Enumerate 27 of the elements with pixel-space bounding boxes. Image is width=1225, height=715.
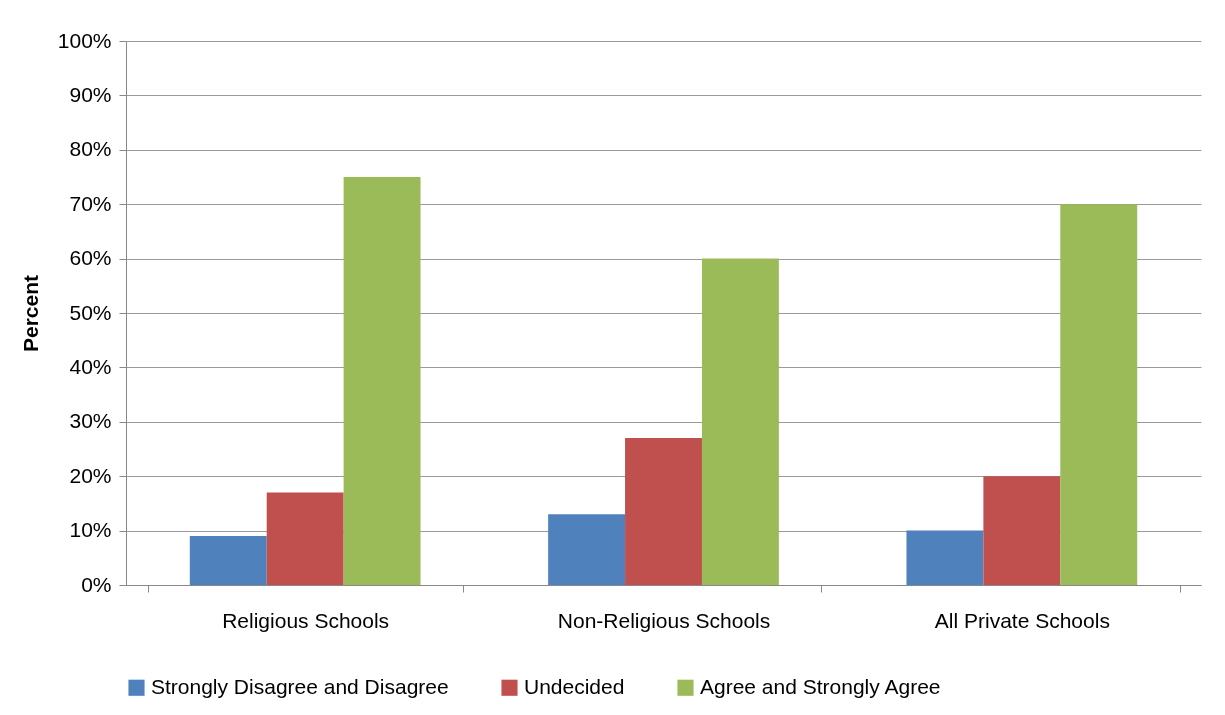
y-tick-label: 10% (69, 518, 112, 542)
bar (343, 177, 421, 585)
bar (983, 476, 1061, 585)
y-tick-label: 40% (69, 354, 112, 378)
x-tick-label: Religious Schools (222, 608, 390, 632)
x-tick-label: Non-Religious Schools (557, 608, 771, 632)
y-tick-label: 80% (69, 137, 112, 161)
bar (266, 492, 344, 585)
bar (548, 514, 626, 585)
bar (625, 438, 702, 585)
bar (906, 530, 984, 585)
legend-label: Agree and Strongly Agree (700, 674, 941, 698)
legend-label: Undecided (524, 674, 625, 698)
y-tick-label: 60% (69, 246, 112, 270)
y-tick-label: 70% (69, 191, 112, 215)
bar (701, 258, 779, 585)
x-tick-label: All Private Schools (934, 608, 1110, 632)
y-tick-label: 90% (69, 82, 112, 106)
y-tick-label: 30% (69, 409, 112, 433)
y-tick-label: 0% (81, 572, 112, 596)
legend-label: Strongly Disagree and Disagree (151, 674, 449, 698)
y-tick-label: 20% (69, 463, 112, 487)
bar (1060, 204, 1138, 585)
y-tick-label: 50% (69, 300, 112, 324)
y-tick-label: 100% (57, 28, 112, 52)
bar (189, 536, 267, 585)
y-axis-title: Percent (18, 274, 42, 353)
